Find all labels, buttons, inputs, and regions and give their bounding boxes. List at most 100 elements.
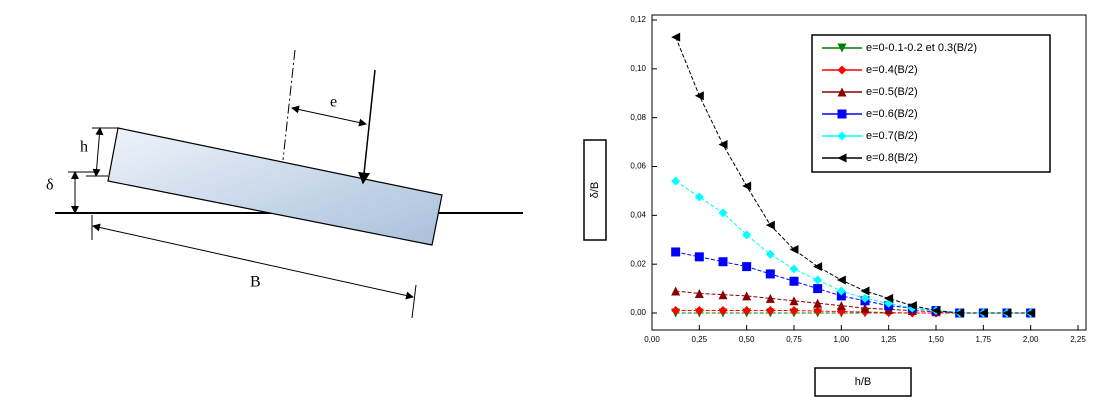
series-line: [675, 180, 1031, 314]
x-tick-label: 2,00: [1023, 335, 1039, 344]
point: [789, 264, 799, 274]
point: [742, 291, 752, 301]
point: [1002, 308, 1012, 318]
point: [742, 230, 752, 240]
chart: δ/B h/B 0,00 0,02 0,04 0,06 0,08 0,10 0,12 0,00…: [583, 14, 1087, 397]
b-dimension: [92, 223, 414, 300]
point: [671, 32, 681, 42]
x-tick-label: 0,25: [692, 335, 708, 344]
point: [907, 301, 917, 311]
legend-box: [811, 34, 1051, 173]
point: [671, 247, 681, 257]
legend-marker: [837, 131, 847, 141]
point: [742, 262, 752, 272]
point: [836, 301, 846, 311]
y-tick-label: 0,06: [630, 162, 646, 171]
point: [742, 306, 752, 316]
point: [836, 286, 846, 296]
point: [765, 249, 775, 259]
point: [813, 262, 823, 272]
x-tick-label: 1,50: [928, 335, 944, 344]
point: [671, 306, 681, 316]
x-axis-label: h/B: [855, 376, 872, 388]
x-tick-label: 1,00: [834, 335, 850, 344]
e-label: e: [330, 94, 337, 111]
point: [742, 181, 752, 191]
legend-marker: [837, 65, 847, 75]
y-tick-label: 0,10: [630, 64, 646, 73]
point: [860, 303, 870, 313]
point: [789, 245, 799, 255]
y-tick-label: 0,12: [630, 15, 646, 24]
x-tick-label: 0,50: [739, 335, 755, 344]
h-label: h: [80, 139, 88, 156]
x-tick-label: 0,75: [786, 335, 802, 344]
legend-marker: [837, 109, 847, 119]
point: [884, 293, 894, 303]
series-line: [675, 251, 1031, 314]
point: [860, 293, 870, 303]
point: [813, 298, 823, 308]
delta-label: δ: [46, 177, 54, 194]
point: [718, 306, 728, 316]
y-tick-label: 0,02: [630, 259, 646, 268]
point: [765, 220, 775, 230]
point: [931, 306, 941, 316]
y-tick-label: 0,04: [630, 210, 646, 219]
legend-label: e=0.8(B/2): [866, 152, 918, 164]
point: [671, 286, 681, 296]
legend-marker: [837, 87, 847, 97]
plate: [107, 127, 443, 246]
point: [765, 269, 775, 279]
legend-label: e=0.5(B/2): [866, 86, 918, 98]
e-dimension: [291, 105, 367, 127]
legend-marker: [837, 153, 847, 163]
legend-label: e=0.4(B/2): [866, 64, 918, 76]
legend-label: e=0.6(B/2): [866, 108, 918, 120]
point: [813, 275, 823, 285]
point: [955, 308, 965, 318]
point: [718, 140, 728, 150]
point: [813, 284, 823, 294]
x-tick-label: 1,75: [976, 335, 992, 344]
point: [694, 306, 704, 316]
x-label-box: [814, 367, 912, 397]
point: [718, 290, 728, 300]
axis-line: [282, 49, 296, 161]
point: [671, 176, 681, 186]
point: [694, 192, 704, 202]
x-tick-label: 1,25: [881, 335, 897, 344]
point: [718, 257, 728, 267]
point: [1026, 308, 1036, 318]
point: [765, 306, 775, 316]
legend-label: e=0.7(B/2): [866, 130, 918, 142]
load-arrow: [358, 69, 376, 185]
y-axis-label: δ/B: [589, 182, 601, 199]
legend-marker: [837, 43, 847, 53]
point: [789, 276, 799, 286]
x-tick-label: 0,00: [644, 335, 660, 344]
point: [765, 293, 775, 303]
point: [860, 286, 870, 296]
point: [718, 208, 728, 218]
y-tick-label: 0,08: [630, 113, 646, 122]
h-dimension: [92, 127, 104, 177]
point: [978, 308, 988, 318]
b-ext: [411, 284, 417, 319]
x-tick-label: 2,25: [1070, 335, 1086, 344]
point: [813, 306, 823, 316]
point: [694, 288, 704, 298]
point: [789, 306, 799, 316]
y-label-box: [583, 139, 607, 241]
diagram: e h δ B: [46, 49, 523, 319]
b-label: B: [250, 274, 261, 291]
point: [836, 291, 846, 301]
legend-label: e=0-0.1-0.2 et 0.3(B/2): [866, 42, 977, 54]
point: [789, 296, 799, 306]
point: [694, 252, 704, 262]
point: [694, 91, 704, 101]
point: [836, 275, 846, 285]
y-tick-label: 0,00: [630, 308, 646, 317]
plot-frame: [651, 14, 1087, 331]
